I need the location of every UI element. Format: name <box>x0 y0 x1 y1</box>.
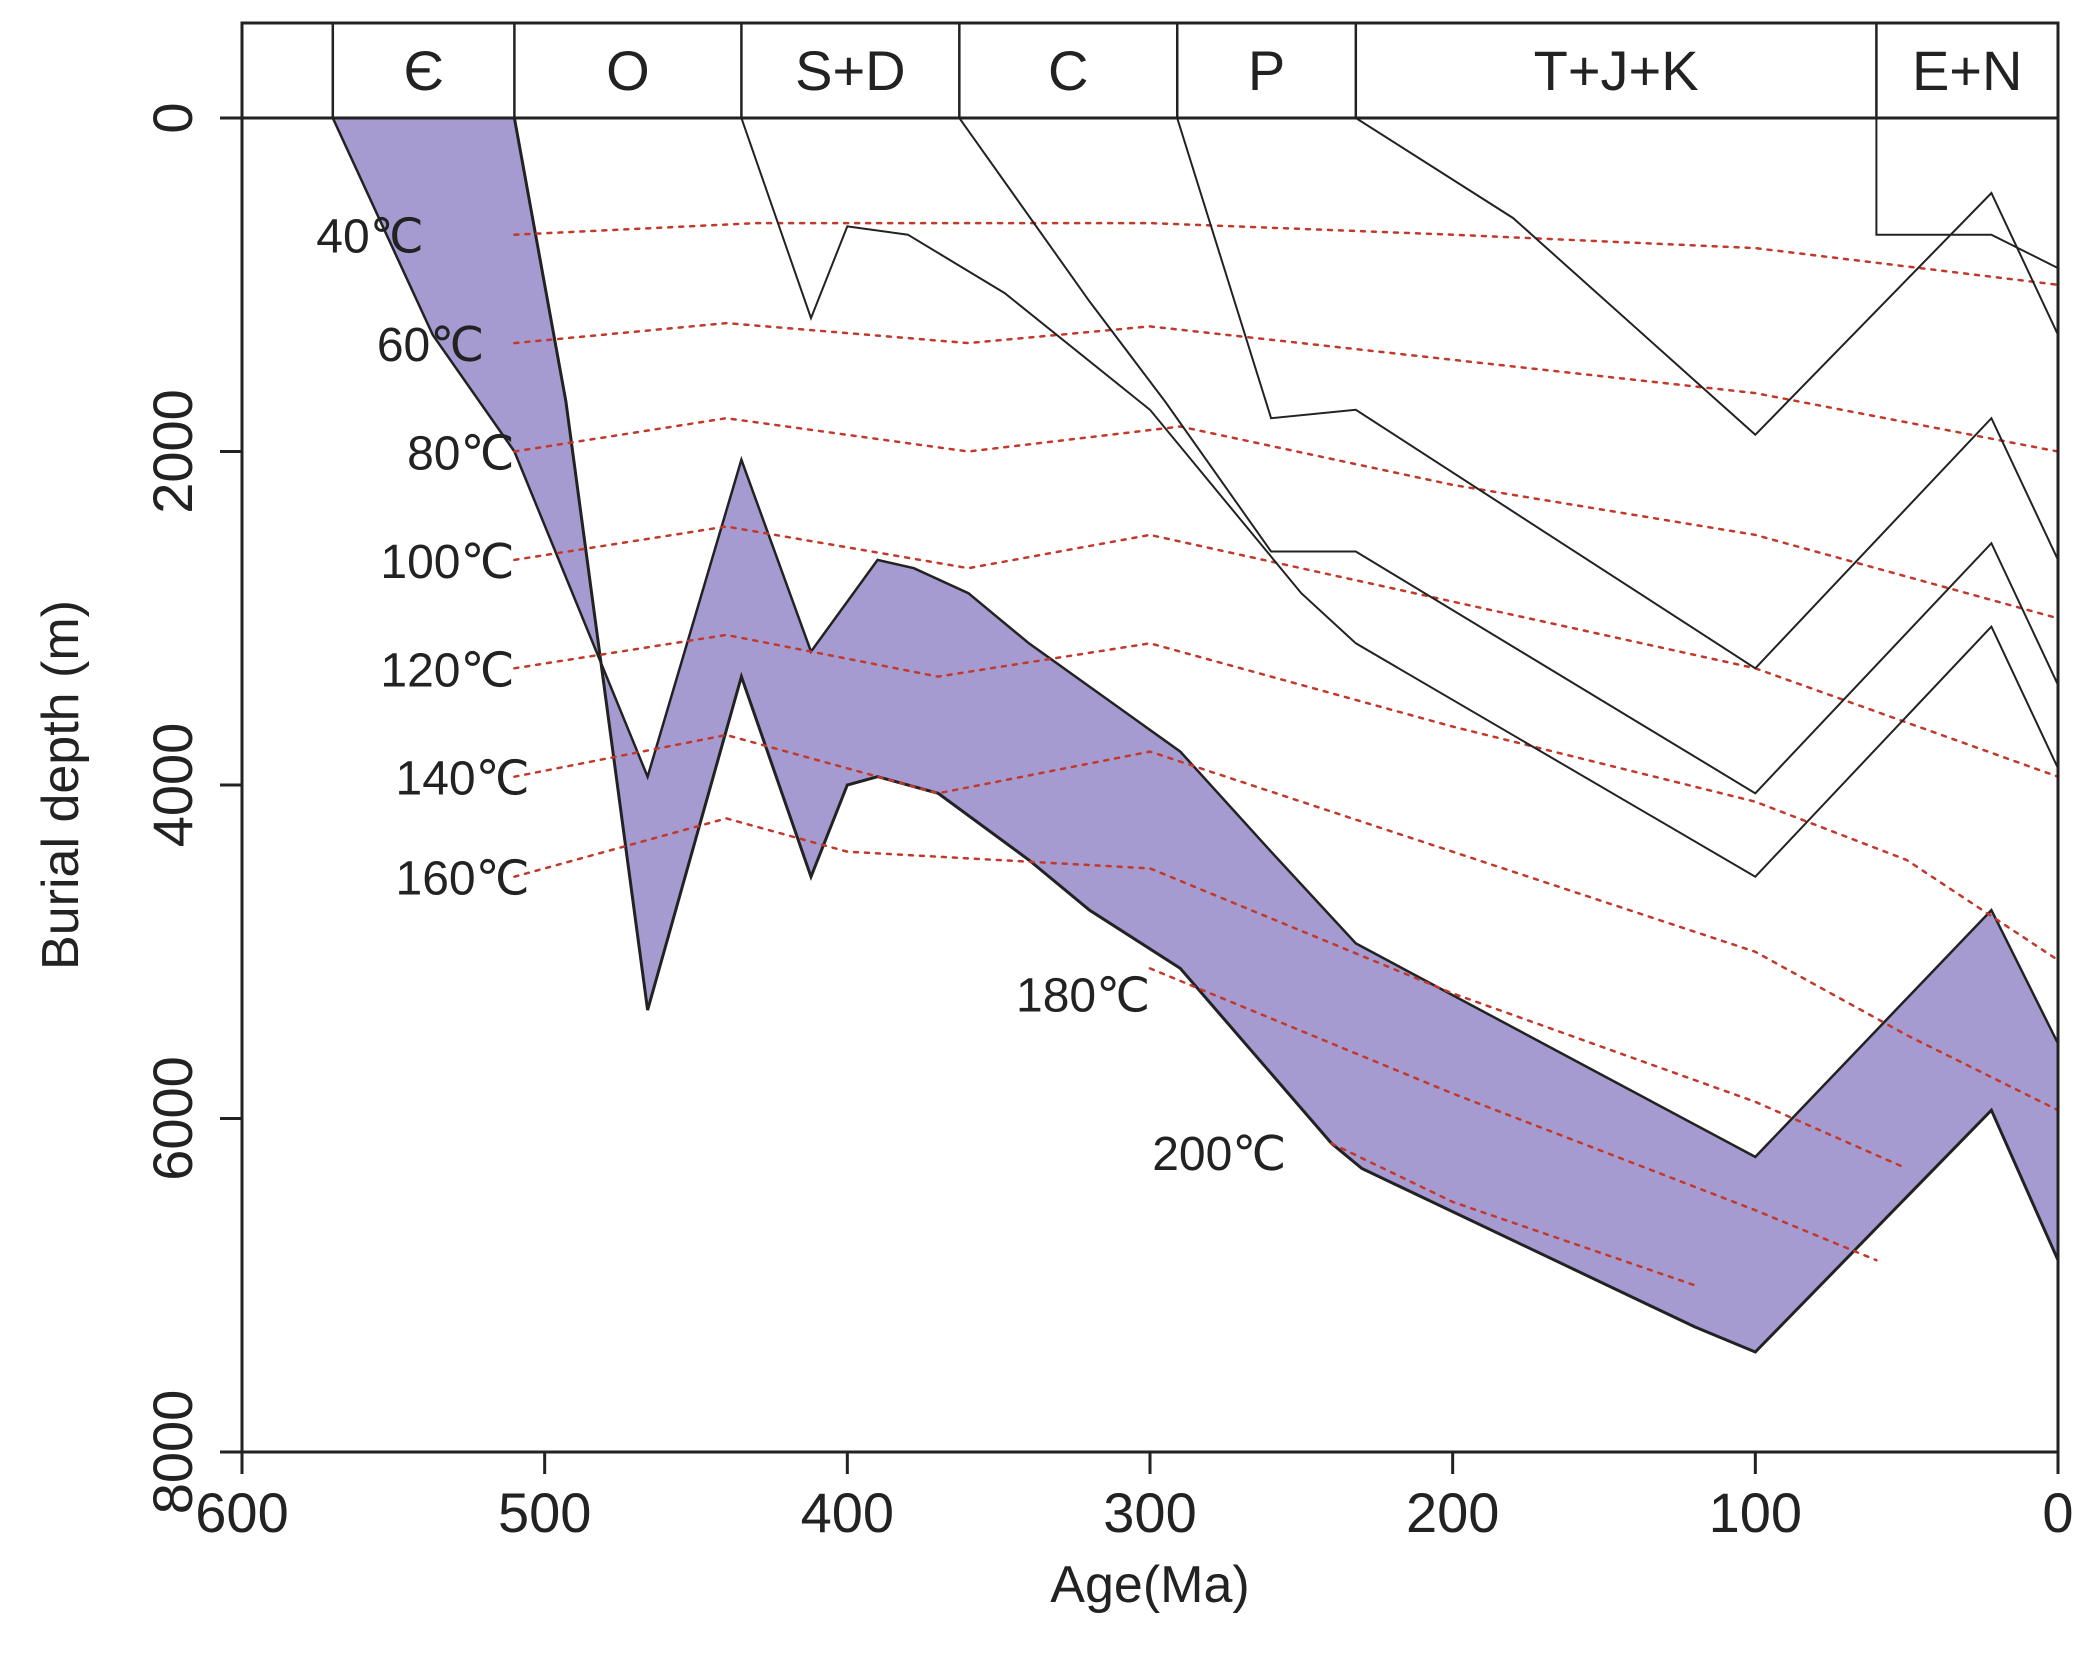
isotherm-label-7: 180℃ <box>1016 969 1150 1022</box>
y-tick-label-2: 4000 <box>141 723 204 848</box>
period-label-4: C <box>1048 39 1088 102</box>
isotherm-label-1: 60℃ <box>377 319 484 372</box>
burial-line-3 <box>1355 117 2059 437</box>
y-tick-label-3: 6000 <box>141 1056 204 1181</box>
isotherm-label-4: 120℃ <box>380 644 514 697</box>
x-tick-label-0: 600 <box>195 1481 288 1544</box>
isotherm-line-4 <box>513 633 2060 962</box>
isotherm-line-7 <box>1148 967 1878 1262</box>
period-label-6: T+J+K <box>1534 39 1699 102</box>
isotherm-label-3: 100℃ <box>380 536 514 589</box>
shaded-interval-layer <box>331 117 2060 1354</box>
isotherm-label-5: 140℃ <box>396 753 530 806</box>
shaded-interval <box>332 118 2058 1352</box>
isotherm-line-1 <box>513 321 2060 453</box>
burial-lines-layer <box>740 117 2059 878</box>
y-tick-label-4: 8000 <box>141 1390 204 1515</box>
axis-ticks: 600 500 400 300 200 100 0 0 2000 4000 6000 8000 <box>141 102 2074 1544</box>
x-tick-label-3: 300 <box>1103 1481 1196 1544</box>
shaded-top-boundary <box>331 117 2060 1159</box>
x-tick-label-1: 500 <box>498 1481 591 1544</box>
shaded-bottom-boundary <box>512 117 2060 1354</box>
x-axis-title: Age(Ma) <box>1050 1556 1249 1614</box>
period-label-5: P <box>1248 39 1285 102</box>
isotherm-label-8: 200℃ <box>1152 1128 1286 1181</box>
period-label-1: Є <box>403 39 443 102</box>
burial-line-4 <box>1875 118 2059 269</box>
y-tick-label-1: 2000 <box>141 389 204 514</box>
x-tick-label-2: 400 <box>801 1481 894 1544</box>
x-tick-label-6: 0 <box>2042 1481 2073 1544</box>
period-label-2: O <box>606 39 650 102</box>
y-axis-title: Burial depth (m) <box>32 600 90 970</box>
x-tick-label-4: 200 <box>1406 1481 1499 1544</box>
isotherm-label-2: 80℃ <box>407 428 514 481</box>
x-tick-label-5: 100 <box>1709 1481 1802 1544</box>
isotherm-label-0: 40℃ <box>316 211 423 264</box>
isotherm-line-0 <box>513 221 2060 287</box>
isotherm-labels: 40℃ 60℃ 80℃ 100℃ 120℃ 140℃ 160℃ 180℃ 200℃ <box>316 211 1286 1181</box>
isotherm-line-2 <box>513 416 2060 620</box>
isotherm-label-6: 160℃ <box>396 853 530 906</box>
period-label-3: S+D <box>795 39 906 102</box>
burial-line-1 <box>958 117 2059 795</box>
isotherm-line-8 <box>1330 1142 1697 1287</box>
isotherm-line-6 <box>513 817 1908 1170</box>
y-tick-label-0: 0 <box>141 102 204 133</box>
isotherm-line-5 <box>513 733 2060 1112</box>
burial-line-0 <box>740 117 2059 878</box>
burial-line-2 <box>1176 117 2059 670</box>
period-label-7: E+N <box>1912 39 2023 102</box>
stratigraphic-header: Є O S+D C P T+J+K E+N <box>331 23 2023 118</box>
